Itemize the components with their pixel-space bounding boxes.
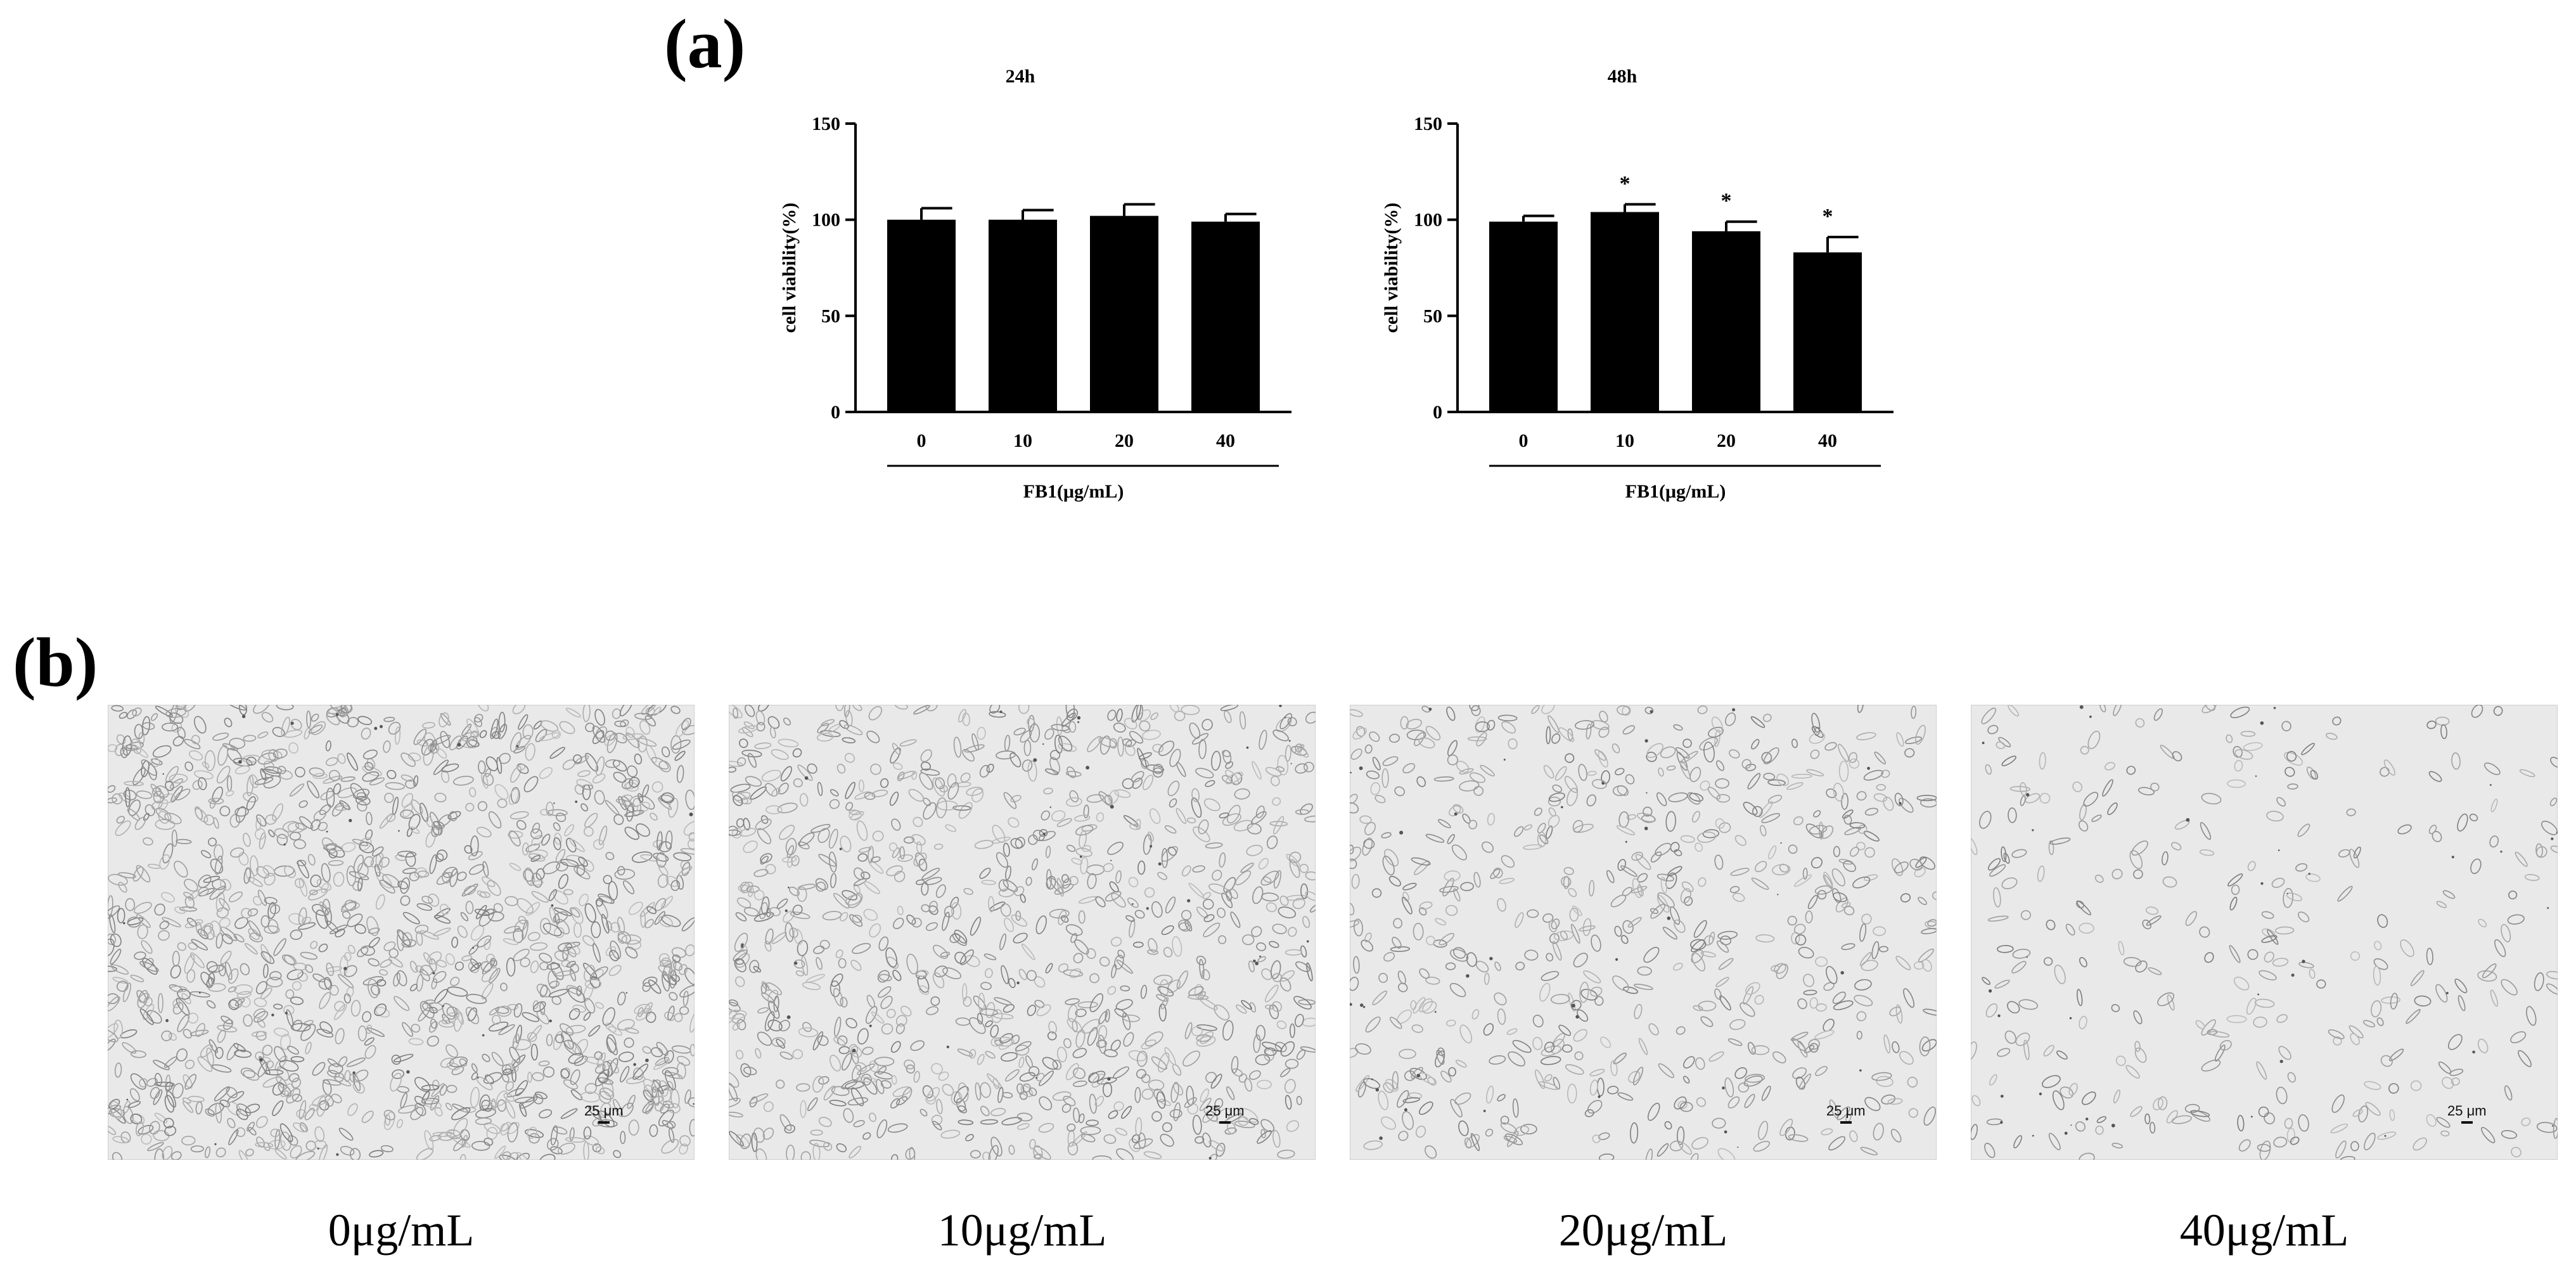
- caption-0: 0μg/mL: [328, 1205, 475, 1256]
- y-axis-label: cell viability(%): [1381, 203, 1402, 333]
- bar: [1591, 212, 1659, 412]
- cell-texture: [108, 705, 695, 1160]
- scale-bar-label: 25 μm: [584, 1103, 624, 1119]
- bar: [1489, 221, 1558, 412]
- cell-texture: [1350, 705, 1937, 1160]
- caption-10: 10μg/mL: [937, 1205, 1107, 1256]
- cell-texture: [729, 705, 1316, 1160]
- x-tick-label: 20: [1115, 430, 1134, 451]
- micrograph-10: 25 μm: [729, 705, 1316, 1160]
- cell-texture: [1971, 705, 2558, 1160]
- y-tick-label: 50: [1423, 305, 1442, 326]
- x-tick-label: 10: [1013, 430, 1032, 451]
- x-axis-label: FB1(μg/mL): [1625, 481, 1726, 502]
- y-tick-label: 0: [1433, 402, 1442, 423]
- scale-bar: 25 μm: [1826, 1103, 1866, 1124]
- chart-title: 24h: [1006, 66, 1035, 87]
- y-axis-label: cell viability(%): [779, 203, 800, 333]
- scale-bar-label: 25 μm: [1826, 1103, 1866, 1119]
- significance-marker: *: [1823, 205, 1833, 228]
- micrograph-0: 25 μm: [108, 705, 695, 1160]
- panel-label-b: (b): [13, 624, 98, 701]
- y-tick-label: 50: [821, 305, 840, 326]
- bar-chart-24h: 24h 0 50 100 150 cell viability(%) 0 10 20 40 FB1(…: [779, 66, 1291, 502]
- bar: [887, 219, 956, 412]
- bar: [1090, 215, 1158, 412]
- scale-bar: 25 μm: [2447, 1103, 2487, 1124]
- caption-40: 40μg/mL: [2179, 1205, 2349, 1256]
- x-tick-label: 10: [1615, 430, 1634, 451]
- bar-chart-48h: 48h 0 50 100 150 cell viability(%) 0 * 10 * 20 * 40 F…: [1381, 66, 1894, 502]
- y-tick-label: 100: [812, 210, 840, 231]
- panel-label-a: (a): [664, 5, 746, 82]
- y-tick-label: 100: [1414, 210, 1442, 231]
- y-tick-label: 0: [831, 402, 840, 423]
- scale-bar-label: 25 μm: [2447, 1103, 2487, 1119]
- scale-bar: 25 μm: [1205, 1103, 1245, 1124]
- significance-marker: *: [1721, 190, 1732, 213]
- scale-bar-label: 25 μm: [1205, 1103, 1245, 1119]
- micrograph-40: 25 μm: [1971, 705, 2558, 1160]
- x-tick-label: 20: [1717, 430, 1736, 451]
- bar: [1191, 221, 1260, 412]
- x-axis-label: FB1(μg/mL): [1023, 481, 1124, 502]
- y-tick-label: 150: [1414, 113, 1442, 134]
- x-tick-label: 40: [1216, 430, 1235, 451]
- caption-20: 20μg/mL: [1558, 1205, 1728, 1256]
- chart-title: 48h: [1608, 66, 1637, 87]
- bar: [989, 219, 1057, 412]
- significance-marker: *: [1620, 172, 1631, 195]
- bar: [1793, 252, 1862, 412]
- x-tick-label: 40: [1818, 430, 1837, 451]
- scale-bar: 25 μm: [584, 1103, 624, 1124]
- x-tick-label: 0: [917, 430, 926, 451]
- x-tick-label: 0: [1519, 430, 1528, 451]
- bar: [1692, 231, 1760, 412]
- micrograph-20: 25 μm: [1350, 705, 1937, 1160]
- y-tick-label: 150: [812, 113, 840, 134]
